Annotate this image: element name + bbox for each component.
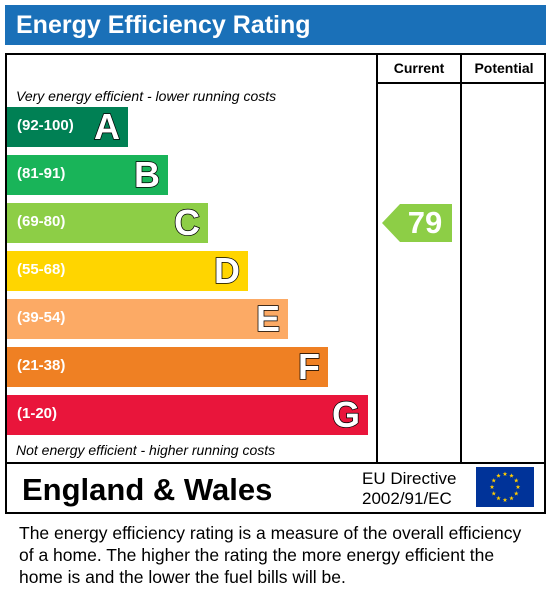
divider-potential: [460, 53, 462, 463]
band-letter-label: C: [173, 201, 201, 244]
description-text: The energy efficiency rating is a measur…: [19, 523, 522, 587]
column-header-potential: Potential: [474, 60, 534, 76]
band-range-label: (69-80): [17, 213, 66, 230]
eu-star-icon: [496, 473, 501, 478]
region-label: England & Wales: [22, 472, 273, 507]
band-range-label: (39-54): [17, 309, 66, 326]
band-letter-label: A: [93, 105, 121, 148]
band-g: (1-20) G: [7, 393, 368, 436]
eu-directive: EU Directive 2002/91/EC: [362, 469, 456, 509]
band-letter-label: F: [297, 345, 321, 388]
band-b: (81-91) B: [7, 153, 168, 196]
eu-star-icon: [513, 478, 519, 483]
eu-star-icon: [502, 471, 508, 476]
divider-header-row: [376, 82, 546, 84]
eu-star-icon: [509, 473, 514, 478]
chart-frame: [5, 53, 546, 514]
divider-current: [376, 53, 378, 463]
band-e: (39-54) E: [7, 297, 288, 340]
band-f: (21-38) F: [7, 345, 328, 388]
eu-star-icon: [502, 497, 508, 502]
band-d: (55-68) D: [7, 249, 248, 292]
eu-directive-line1: EU Directive: [362, 469, 457, 488]
eu-star-icon: [491, 491, 497, 496]
band-range-label: (1-20): [17, 405, 58, 422]
band-letter-label: B: [133, 153, 161, 196]
eu-star-icon: [491, 478, 497, 483]
divider-footer-row: [5, 462, 546, 464]
eu-flag-icon: [476, 467, 534, 507]
band-range-label: (55-68): [17, 261, 66, 278]
band-letter-label: G: [331, 393, 361, 436]
column-header-current: Current: [393, 60, 445, 76]
current-rating-arrow: 79: [382, 204, 452, 242]
eu-star-icon: [513, 491, 519, 496]
current-rating-value: 79: [407, 205, 443, 240]
eu-star-icon: [515, 484, 521, 489]
eu-star-icon: [489, 484, 495, 489]
band-letter-label: E: [255, 297, 281, 340]
band-a: (92-100) A: [7, 105, 128, 148]
page-title: Energy Efficiency Rating: [16, 11, 311, 39]
band-range-label: (21-38): [17, 357, 66, 374]
eu-directive-line2: 2002/91/EC: [362, 489, 452, 508]
band-range-label: (92-100): [17, 117, 74, 134]
band-c: (69-80) C: [7, 201, 208, 244]
note-top: Very energy efficient - lower running co…: [16, 88, 277, 104]
current-rating-arrow-shape: [382, 204, 452, 242]
band-letter-label: D: [213, 249, 241, 292]
note-bottom: Not energy efficient - higher running co…: [16, 442, 276, 458]
band-range-label: (81-91): [17, 165, 66, 182]
header-bar: Energy Efficiency Rating: [5, 5, 546, 45]
eu-star-icon: [509, 495, 514, 501]
eu-star-icon: [496, 495, 501, 501]
